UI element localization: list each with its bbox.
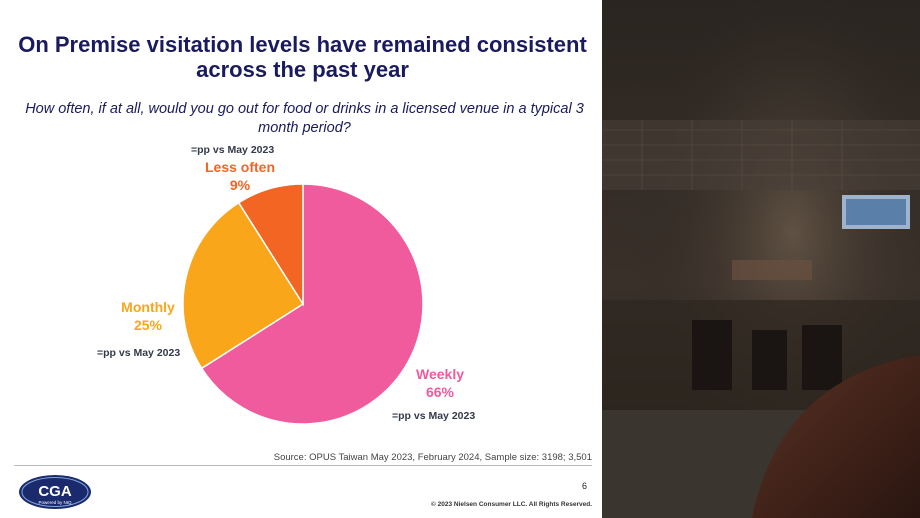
logo-tagline: Powered by NIQ [38, 500, 72, 505]
weekly-note: =pp vs May 2023 [392, 410, 476, 422]
footer-divider [14, 465, 592, 466]
pie-chart [182, 183, 424, 425]
page-number: 6 [582, 481, 588, 491]
page-title: On Premise visitation levels have remain… [18, 32, 587, 82]
less-often-note: =pp vs May 2023 [191, 144, 275, 156]
pie-slice-less-often [237, 183, 304, 307]
survey-question: How often, if at all, would you go out f… [25, 101, 584, 136]
monthly-note: =pp vs May 2023 [97, 347, 181, 359]
monthly-category: Monthly [121, 299, 175, 315]
logo-wordmark: CGA [38, 483, 72, 500]
less-often-category: Less often [204, 159, 275, 175]
source-note: Source: OPUS Taiwan May 2023, February 2… [273, 452, 592, 463]
less-often-label: Less often 9% [180, 158, 300, 194]
cga-logo: CGA Powered by NIQ [19, 475, 91, 509]
restaurant-photo [602, 0, 920, 518]
less-often-value: 9% [229, 177, 251, 193]
pie-slice-monthly [182, 201, 305, 370]
weekly-value: 66% [425, 384, 455, 400]
monthly-label: Monthly 25% [103, 298, 193, 334]
copyright-notice: © 2023 Nielsen Consumer LLC. All Rights … [431, 501, 592, 508]
weekly-category: Weekly [416, 366, 464, 382]
weekly-label: Weekly 66% [395, 365, 485, 401]
monthly-value: 25% [133, 317, 163, 333]
pie-slice-weekly [200, 183, 424, 425]
